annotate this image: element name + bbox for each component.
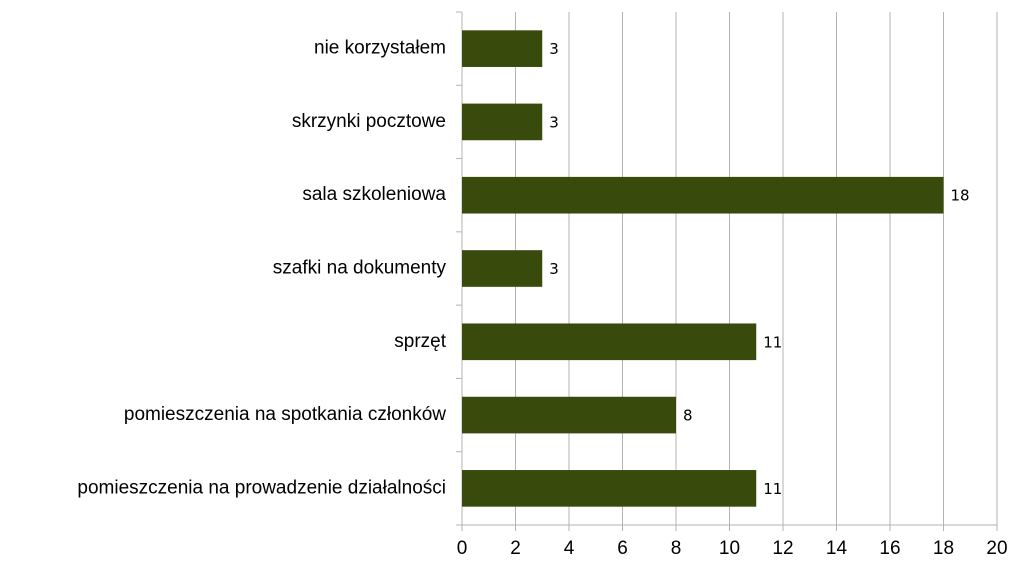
x-tick-label: 18 bbox=[933, 538, 954, 559]
bar bbox=[462, 30, 543, 67]
data-label: 3 bbox=[549, 113, 559, 131]
data-label: 11 bbox=[763, 480, 782, 498]
y-tick-label: sprzęt bbox=[394, 331, 446, 352]
bar bbox=[462, 323, 757, 361]
x-tick-label: 6 bbox=[617, 538, 628, 559]
x-tick-label: 2 bbox=[510, 538, 521, 559]
data-label: 18 bbox=[951, 187, 970, 205]
data-label: 3 bbox=[549, 40, 559, 58]
bar bbox=[462, 470, 757, 507]
x-tick-label: 0 bbox=[457, 538, 468, 559]
x-tick-label: 16 bbox=[879, 538, 900, 559]
x-tick-label: 20 bbox=[986, 538, 1007, 559]
bar bbox=[462, 103, 543, 141]
y-tick-label: pomieszczenia na prowadzenie działalnośc… bbox=[77, 477, 446, 498]
y-tick-label: pomieszczenia na spotkania członków bbox=[124, 404, 446, 425]
bar bbox=[462, 396, 676, 434]
y-tick-label: sala szkoleniowa bbox=[302, 184, 446, 205]
bar bbox=[462, 250, 543, 287]
data-label: 8 bbox=[683, 407, 693, 425]
data-label: 3 bbox=[549, 260, 559, 278]
x-tick-label: 14 bbox=[826, 538, 848, 559]
bar bbox=[462, 176, 944, 214]
x-tick-label: 10 bbox=[719, 538, 740, 559]
x-tick-label: 12 bbox=[772, 538, 793, 559]
y-tick-label: nie korzystałem bbox=[314, 38, 446, 59]
x-tick-label: 4 bbox=[564, 538, 575, 559]
y-tick-label: skrzynki pocztowe bbox=[292, 111, 446, 132]
data-label: 11 bbox=[763, 333, 782, 351]
y-tick-label: szafki na dokumenty bbox=[273, 258, 447, 279]
x-tick-label: 8 bbox=[671, 538, 682, 559]
